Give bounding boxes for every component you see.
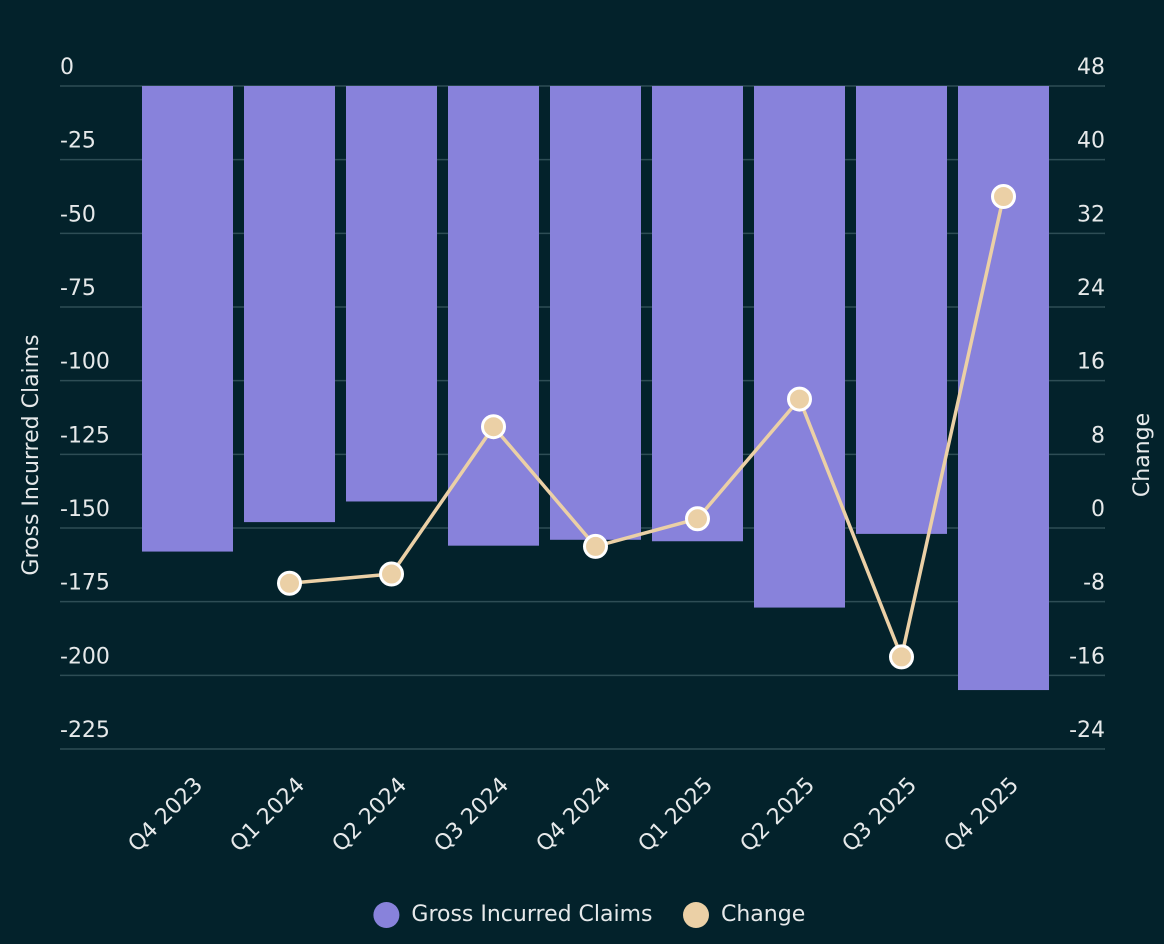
line-marker [583, 533, 608, 559]
x-tick-label: Q2 2024 [328, 773, 412, 857]
y-axis-title: Gross Incurred Claims [19, 334, 44, 575]
y2-tick-label: 24 [1077, 276, 1105, 301]
y-tick-label: -200 [60, 644, 110, 669]
bar [652, 86, 743, 542]
y2-tick-label: 32 [1077, 202, 1105, 227]
bar [958, 86, 1049, 691]
y2-axis-title: Change [1130, 413, 1155, 497]
bar [448, 86, 539, 546]
y2-tick-label: 16 [1077, 350, 1105, 375]
x-tick-label: Q1 2024 [226, 773, 310, 857]
y-tick-label: -175 [60, 571, 110, 596]
bar [550, 86, 641, 540]
x-tick-label: Q4 2025 [940, 773, 1024, 857]
y-tick-label: -100 [60, 350, 110, 375]
y2-tick-label: 48 [1077, 55, 1105, 80]
y-tick-label: -25 [60, 129, 96, 154]
x-tick-label: Q3 2024 [430, 773, 514, 857]
x-tick-label: Q1 2025 [634, 773, 718, 857]
line-marker [787, 386, 812, 412]
line-marker [991, 184, 1016, 209]
y-tick-label: -225 [60, 718, 110, 743]
y-tick-label: -75 [60, 276, 96, 301]
y2-tick-label: -16 [1069, 644, 1105, 669]
line-marker [685, 506, 710, 532]
line-marker [481, 414, 506, 440]
y2-tick-label: -24 [1069, 718, 1105, 743]
y2-tick-label: 8 [1091, 423, 1105, 448]
legend-swatch [373, 902, 400, 928]
legend-swatch [683, 902, 709, 928]
line [289, 196, 1006, 663]
y2-tick-label: 0 [1091, 497, 1105, 522]
x-tick-label: Q2 2025 [736, 773, 820, 857]
y-tick-label: 0 [60, 55, 74, 80]
line-marker [277, 570, 302, 596]
y2-tick-label: 40 [1077, 129, 1105, 154]
y2-tick-label: -8 [1083, 571, 1105, 596]
x-tick-label: Q4 2023 [124, 773, 208, 857]
line-marker [379, 561, 404, 587]
bar [754, 86, 845, 608]
line-marker [889, 644, 914, 670]
bar [346, 86, 437, 502]
bar [244, 86, 335, 523]
x-tick-label: Q3 2025 [838, 773, 922, 857]
bar [142, 86, 233, 552]
x-tick-label: Q4 2024 [532, 773, 616, 857]
y-tick-label: -50 [60, 202, 96, 227]
legend-label: Change [721, 902, 805, 927]
y-tick-label: -150 [60, 497, 110, 522]
legend-label: Gross Incurred Claims [411, 902, 652, 927]
y-tick-label: -125 [60, 423, 110, 448]
bar [856, 86, 947, 534]
